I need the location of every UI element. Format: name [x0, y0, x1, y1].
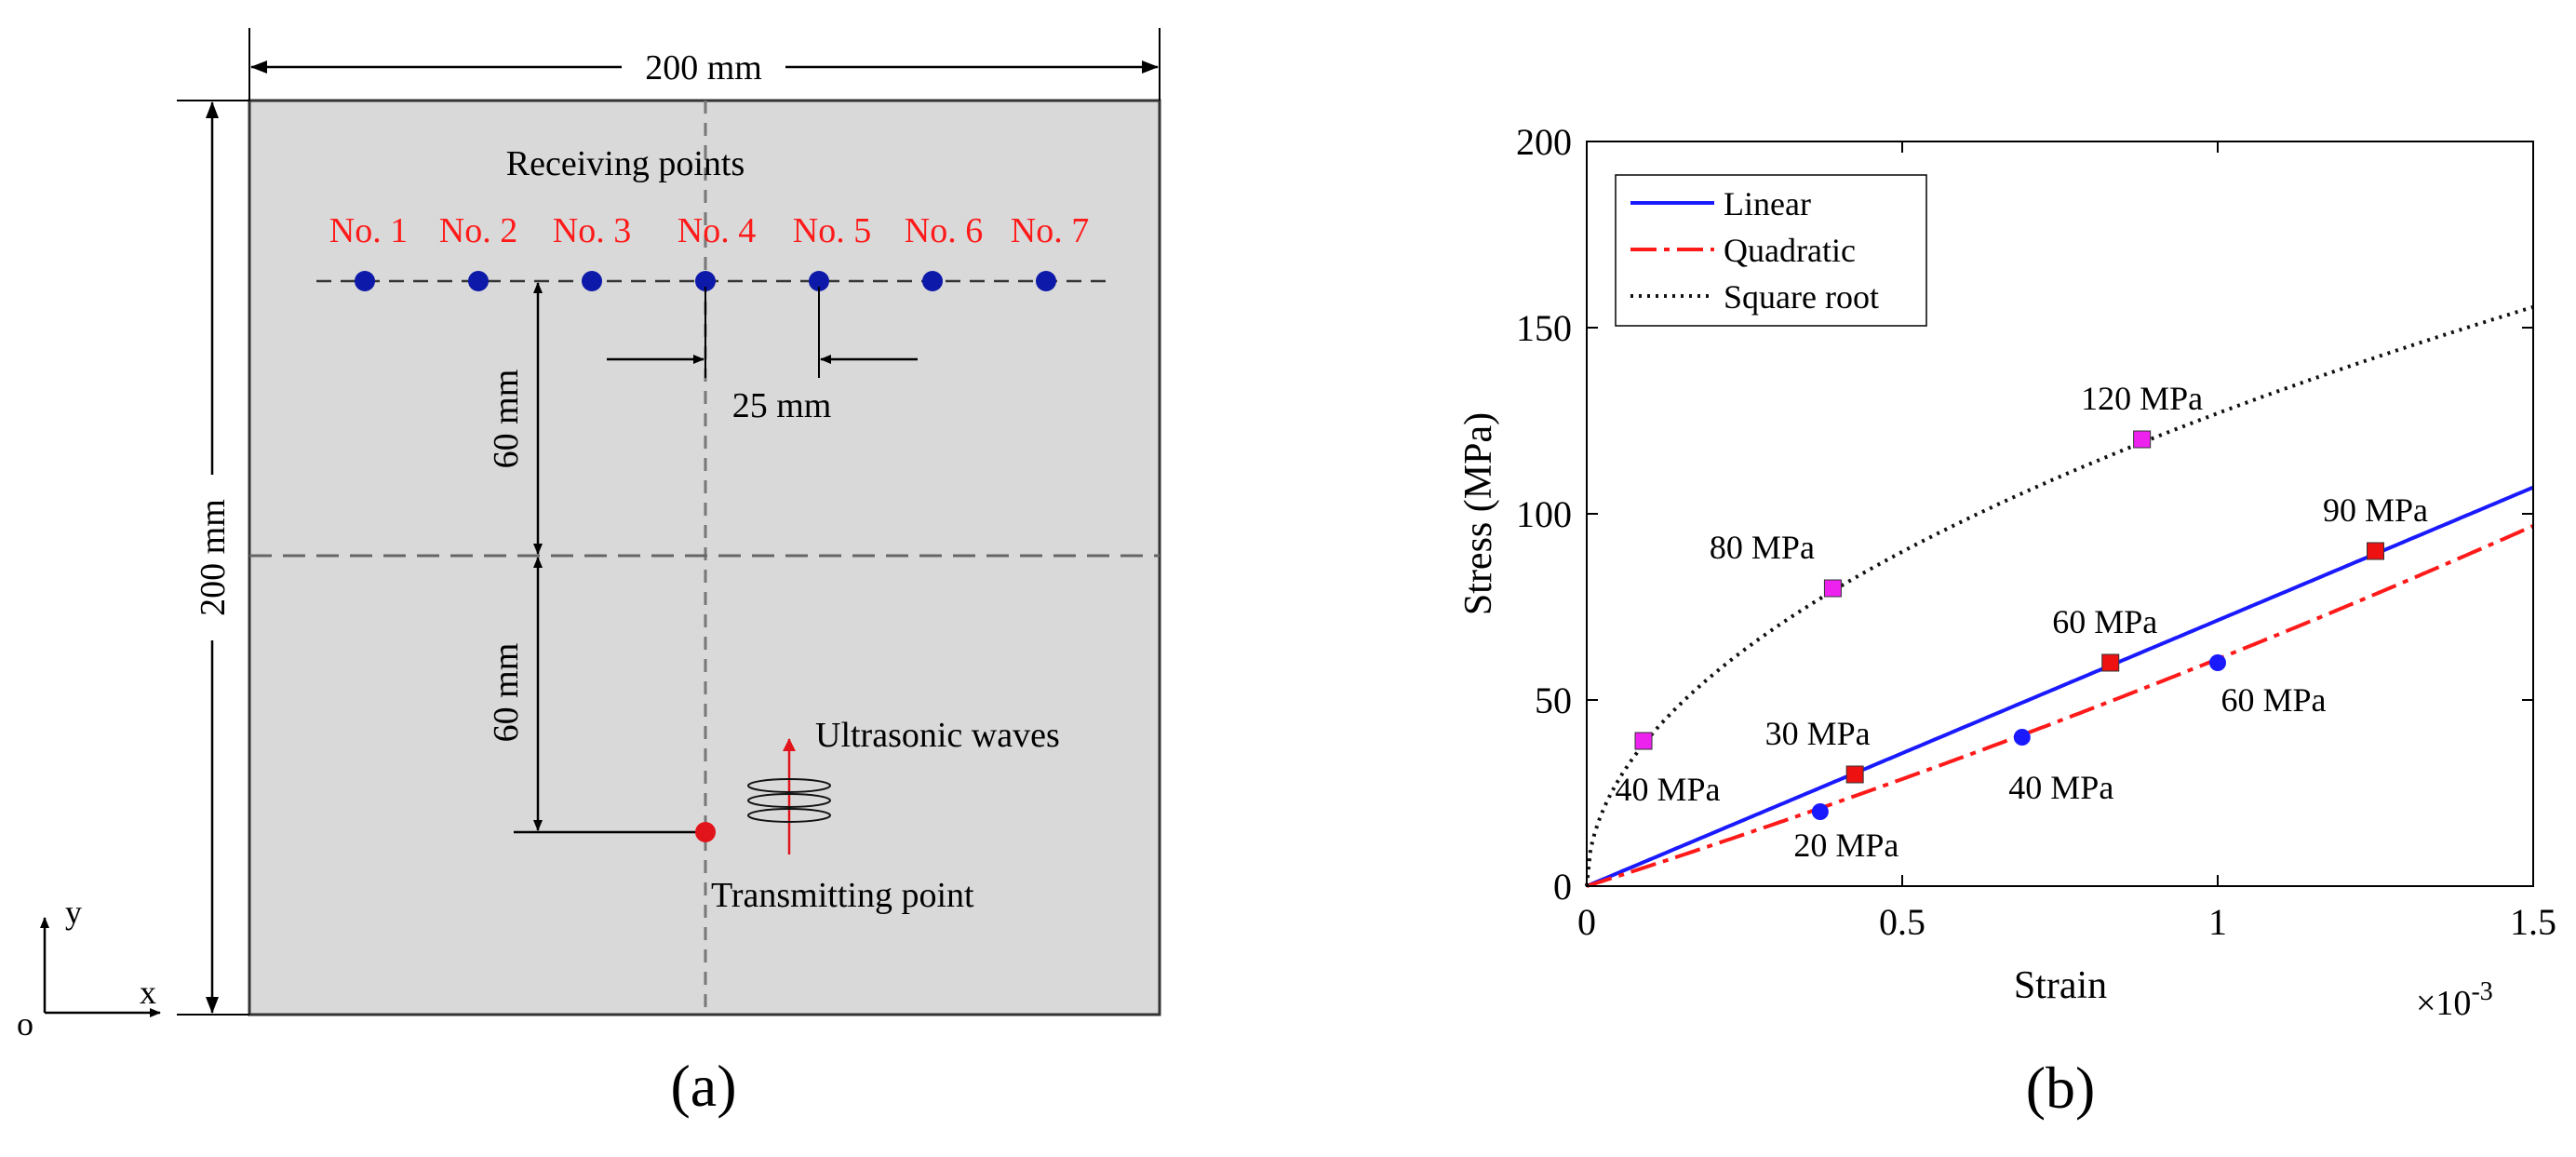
receiver-point	[355, 271, 375, 291]
data-point-label: 40 MPa	[2008, 769, 2113, 806]
data-point-label: 120 MPa	[2081, 380, 2203, 417]
upper-distance-label: 60 mm	[487, 370, 526, 469]
data-point-circle	[2209, 654, 2226, 671]
caption-a: (a)	[670, 1053, 736, 1119]
receiver-point	[582, 271, 602, 291]
receiver-label: No. 3	[553, 211, 631, 250]
lower-distance-label: 60 mm	[487, 643, 526, 743]
data-point-square	[1634, 732, 1653, 750]
coordinate-axes-icon	[40, 917, 161, 1017]
y-axis-label: Stress (MPa)	[1457, 412, 1500, 615]
receiver-label: No. 1	[329, 211, 408, 250]
legend: Linear Quadratic Square root	[1615, 174, 1927, 327]
data-point-square	[2367, 542, 2384, 560]
receiver-label: No. 4	[678, 211, 756, 250]
panel-a: 200 mm 200 mm Receiving points No. 1 No. …	[17, 28, 1161, 1119]
y-tick-label: 50	[1535, 679, 1572, 721]
caption-b: (b)	[2026, 1055, 2096, 1121]
axis-y-label: y	[65, 894, 82, 931]
series-square-root-line	[1585, 304, 2534, 887]
receiver-point	[468, 271, 489, 291]
y-tick-label: 150	[1516, 307, 1572, 349]
x-tick-label: 1	[2208, 901, 2227, 943]
x-axis-label: Strain	[2014, 964, 2107, 1007]
plate-height-label: 200 mm	[194, 499, 233, 616]
data-point-circle	[1811, 803, 1829, 820]
receiver-point	[695, 271, 716, 291]
plate-width-label: 200 mm	[645, 48, 762, 87]
x-multiplier: ×10-3	[2416, 977, 2493, 1023]
data-point-label: 80 MPa	[1710, 529, 1815, 566]
data-point-label: 40 MPa	[1616, 771, 1721, 808]
x-tick-labels: 0 0.5 1 1.5	[1577, 901, 2556, 943]
transmitting-point-marker	[695, 822, 716, 842]
receiver-point	[1036, 271, 1056, 291]
x-multiplier-base: ×10	[2416, 984, 2471, 1023]
receiver-point	[922, 271, 943, 291]
data-point-label: 60 MPa	[2220, 681, 2326, 719]
receiver-point	[809, 271, 829, 291]
data-point-square	[1823, 579, 1842, 598]
x-multiplier-exp: -3	[2471, 977, 2492, 1006]
spacing-label: 25 mm	[732, 386, 832, 425]
transmitting-point-label: Transmitting point	[711, 876, 974, 915]
legend-label: Linear	[1724, 185, 1811, 222]
legend-items: Linear Quadratic Square root	[1630, 185, 1879, 316]
receiver-label: No. 5	[793, 211, 871, 250]
legend-label: Square root	[1724, 278, 1879, 316]
receiver-label: No. 6	[905, 211, 983, 250]
axis-x-label: x	[140, 974, 156, 1011]
data-point-label: 20 MPa	[1793, 827, 1898, 864]
ultrasonic-waves-label: Ultrasonic waves	[815, 716, 1060, 755]
y-tick-label: 0	[1553, 866, 1572, 908]
receiving-points-title: Receiving points	[506, 144, 745, 183]
plot-frame	[1586, 141, 2534, 887]
legend-label: Quadratic	[1724, 232, 1856, 269]
data-point-square	[2133, 430, 2152, 449]
y-tick-label: 200	[1516, 121, 1572, 163]
receiver-label: No. 2	[439, 211, 517, 250]
ultrasonic-waves-icon	[747, 738, 831, 854]
y-tick-labels: 0 50 100 150 200	[1516, 121, 1572, 908]
x-tick-label: 0.5	[1879, 901, 1925, 943]
data-point-square	[1845, 765, 1864, 784]
receiver-label: No. 7	[1011, 211, 1089, 250]
plate-width-label-bg	[622, 47, 785, 86]
data-point-label: 60 MPa	[2052, 603, 2157, 640]
receivers: No. 1 No. 2 No. 3 No. 4 No. 5 No. 6 No. 7	[329, 211, 1089, 291]
data-point-label: 90 MPa	[2323, 491, 2428, 529]
y-tick-label: 100	[1516, 493, 1572, 535]
data-point-circle	[2013, 729, 2031, 746]
data-point-label: 30 MPa	[1765, 715, 1871, 752]
series-quadratic-line	[1586, 524, 2534, 888]
data-point-square	[2101, 653, 2120, 672]
data-markers: 40 MPa 80 MPa 120 MPa 30 MPa 60 MPa 90 MPa 20 …	[1616, 380, 2429, 864]
x-tick-label: 0	[1577, 901, 1596, 943]
plate-height-label-bg	[192, 475, 233, 640]
x-tick-label: 1.5	[2510, 901, 2556, 943]
origin-label: o	[17, 1005, 34, 1043]
panel-b: 40 MPa 80 MPa 120 MPa 30 MPa 60 MPa 90 MPa 20 …	[1457, 121, 2556, 1121]
